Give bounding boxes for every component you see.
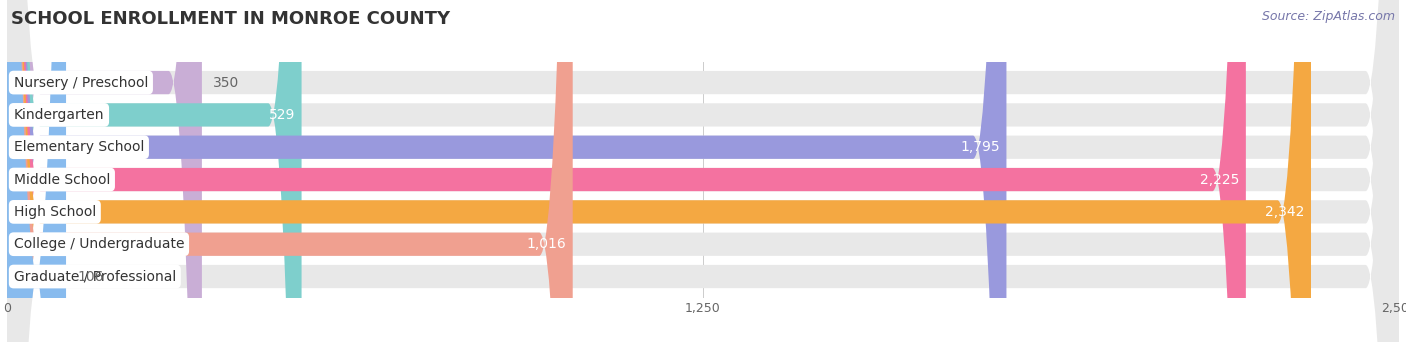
FancyBboxPatch shape [7,0,1399,342]
FancyBboxPatch shape [7,0,1399,342]
FancyBboxPatch shape [7,0,1007,342]
Text: High School: High School [14,205,96,219]
FancyBboxPatch shape [7,0,1310,342]
Text: College / Undergraduate: College / Undergraduate [14,237,184,251]
FancyBboxPatch shape [7,0,1399,342]
Text: Kindergarten: Kindergarten [14,108,104,122]
Text: 106: 106 [77,269,104,284]
FancyBboxPatch shape [7,0,1399,342]
Text: 529: 529 [269,108,295,122]
FancyBboxPatch shape [7,0,66,342]
Text: Middle School: Middle School [14,173,110,186]
FancyBboxPatch shape [7,0,572,342]
Text: SCHOOL ENROLLMENT IN MONROE COUNTY: SCHOOL ENROLLMENT IN MONROE COUNTY [11,10,450,28]
FancyBboxPatch shape [7,0,1246,342]
FancyBboxPatch shape [7,0,1399,342]
Text: Nursery / Preschool: Nursery / Preschool [14,76,148,90]
Text: 1,795: 1,795 [960,140,1000,154]
Text: Graduate / Professional: Graduate / Professional [14,269,176,284]
FancyBboxPatch shape [7,0,202,342]
Text: 2,342: 2,342 [1265,205,1305,219]
Text: Elementary School: Elementary School [14,140,143,154]
Text: 2,225: 2,225 [1199,173,1239,186]
FancyBboxPatch shape [7,0,1399,342]
Text: 350: 350 [214,76,239,90]
FancyBboxPatch shape [7,0,1399,342]
Text: Source: ZipAtlas.com: Source: ZipAtlas.com [1261,10,1395,23]
Text: 1,016: 1,016 [526,237,567,251]
FancyBboxPatch shape [7,0,301,342]
